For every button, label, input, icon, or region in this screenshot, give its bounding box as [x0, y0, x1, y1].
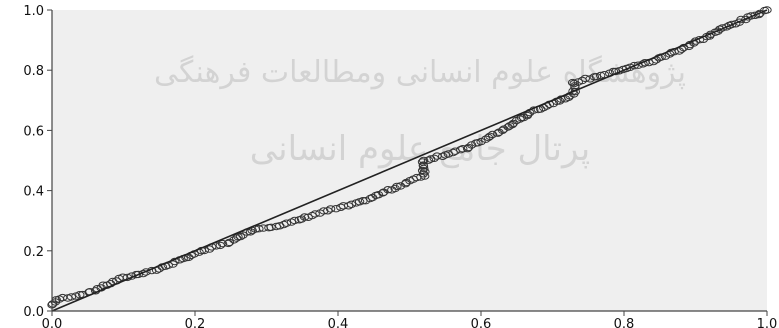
data-point — [307, 211, 317, 220]
data-point — [596, 71, 606, 80]
data-point — [141, 268, 151, 276]
data-point — [289, 216, 300, 225]
axes — [51, 10, 767, 312]
data-point — [476, 137, 486, 146]
data-point — [629, 61, 639, 70]
data-point — [360, 197, 371, 205]
x-tick-label: 1.0 — [757, 317, 778, 328]
watermark-line-1: پژوهشگاه علوم انسانی ومطالعات فرهنگی — [154, 55, 686, 90]
y-tick-label: 0.4 — [23, 185, 44, 200]
data-point — [217, 239, 228, 248]
data-point — [299, 213, 310, 221]
x-tick-label: 0.6 — [471, 317, 492, 328]
x-tick-label: 0.8 — [614, 317, 635, 328]
data-point — [429, 154, 439, 163]
data-point — [419, 156, 429, 165]
data-point — [423, 156, 434, 164]
data-point — [417, 158, 428, 166]
x-tick-label: 0.4 — [328, 317, 349, 328]
data-point — [418, 161, 428, 169]
y-tick-label: 1.0 — [23, 4, 44, 19]
data-point — [281, 219, 292, 227]
data-point — [383, 186, 393, 194]
data-point — [346, 200, 357, 209]
data-point — [567, 78, 578, 87]
y-tick-label: 0.8 — [23, 64, 44, 79]
y-axis-ticks: 0.0 0.2 0.4 0.6 0.8 1.0 — [23, 4, 52, 320]
data-point — [750, 11, 760, 20]
data-point — [706, 30, 716, 38]
data-point — [204, 245, 215, 253]
data-point — [235, 232, 246, 241]
data-point — [463, 143, 474, 152]
data-point — [48, 300, 58, 308]
data-point — [485, 132, 495, 141]
data-point — [458, 145, 468, 153]
y-tick-label: 0.0 — [23, 305, 44, 320]
data-point — [448, 148, 458, 157]
data-point — [258, 224, 268, 232]
data-point — [310, 210, 320, 218]
data-point — [343, 202, 354, 210]
data-point — [296, 215, 307, 223]
data-point — [392, 182, 402, 191]
data-point — [722, 23, 732, 31]
x-axis-ticks: 0.0 0.2 0.4 0.6 0.8 1.0 — [42, 311, 778, 328]
data-point — [75, 291, 85, 299]
data-point — [319, 207, 329, 215]
x-tick-label: 0.2 — [185, 317, 206, 328]
x-tick-label: 0.0 — [42, 317, 63, 328]
data-point — [266, 223, 276, 232]
data-point — [254, 225, 264, 233]
data-point — [323, 207, 333, 215]
watermark: پژوهشگاه علوم انسانی ومطالعات فرهنگی پرت… — [154, 55, 686, 169]
data-point — [580, 74, 590, 83]
y-tick-label: 0.6 — [23, 124, 44, 139]
data-point — [66, 293, 77, 301]
data-point — [568, 87, 578, 95]
data-point — [286, 218, 297, 226]
y-tick-label: 0.2 — [23, 245, 44, 260]
data-point — [505, 122, 515, 130]
reference-line — [51, 9, 768, 312]
data-point — [762, 6, 772, 14]
data-point — [325, 205, 336, 213]
data-point — [331, 205, 341, 213]
data-point — [390, 184, 400, 193]
data-point — [438, 152, 448, 161]
